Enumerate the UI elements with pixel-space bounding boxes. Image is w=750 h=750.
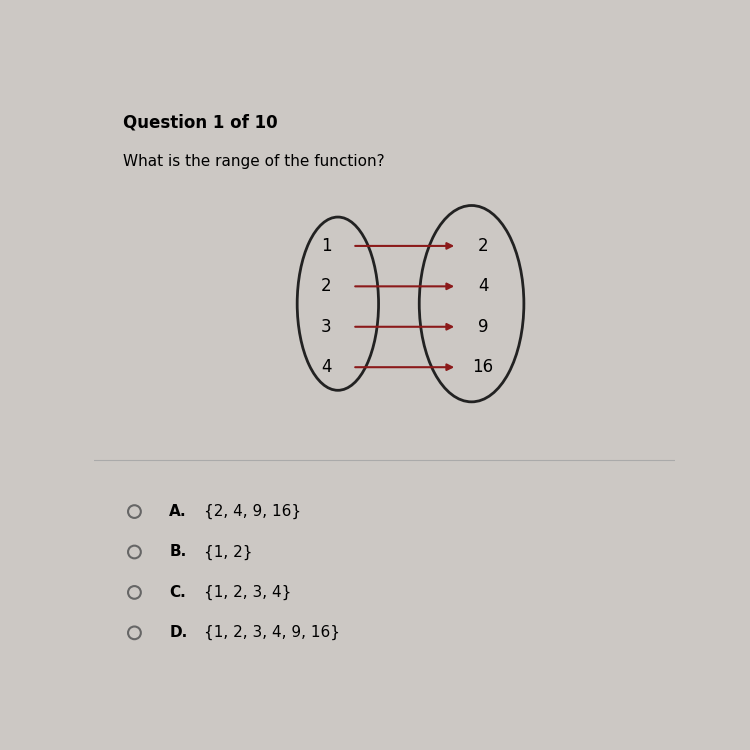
Text: 1: 1: [321, 237, 332, 255]
Text: Question 1 of 10: Question 1 of 10: [123, 113, 278, 131]
Text: A.: A.: [170, 504, 187, 519]
Text: C.: C.: [170, 585, 186, 600]
Text: 3: 3: [321, 318, 332, 336]
Text: B.: B.: [170, 544, 187, 560]
Text: D.: D.: [170, 626, 188, 640]
Text: What is the range of the function?: What is the range of the function?: [123, 154, 385, 169]
Text: {1, 2, 3, 4, 9, 16}: {1, 2, 3, 4, 9, 16}: [204, 626, 340, 640]
Text: 2: 2: [478, 237, 488, 255]
Text: {1, 2, 3, 4}: {1, 2, 3, 4}: [204, 585, 292, 600]
Text: 4: 4: [478, 278, 488, 296]
Text: 2: 2: [321, 278, 332, 296]
Text: {1, 2}: {1, 2}: [204, 544, 253, 560]
Text: 4: 4: [321, 358, 332, 376]
Text: {2, 4, 9, 16}: {2, 4, 9, 16}: [204, 504, 302, 519]
Text: 9: 9: [478, 318, 488, 336]
Text: 16: 16: [472, 358, 494, 376]
